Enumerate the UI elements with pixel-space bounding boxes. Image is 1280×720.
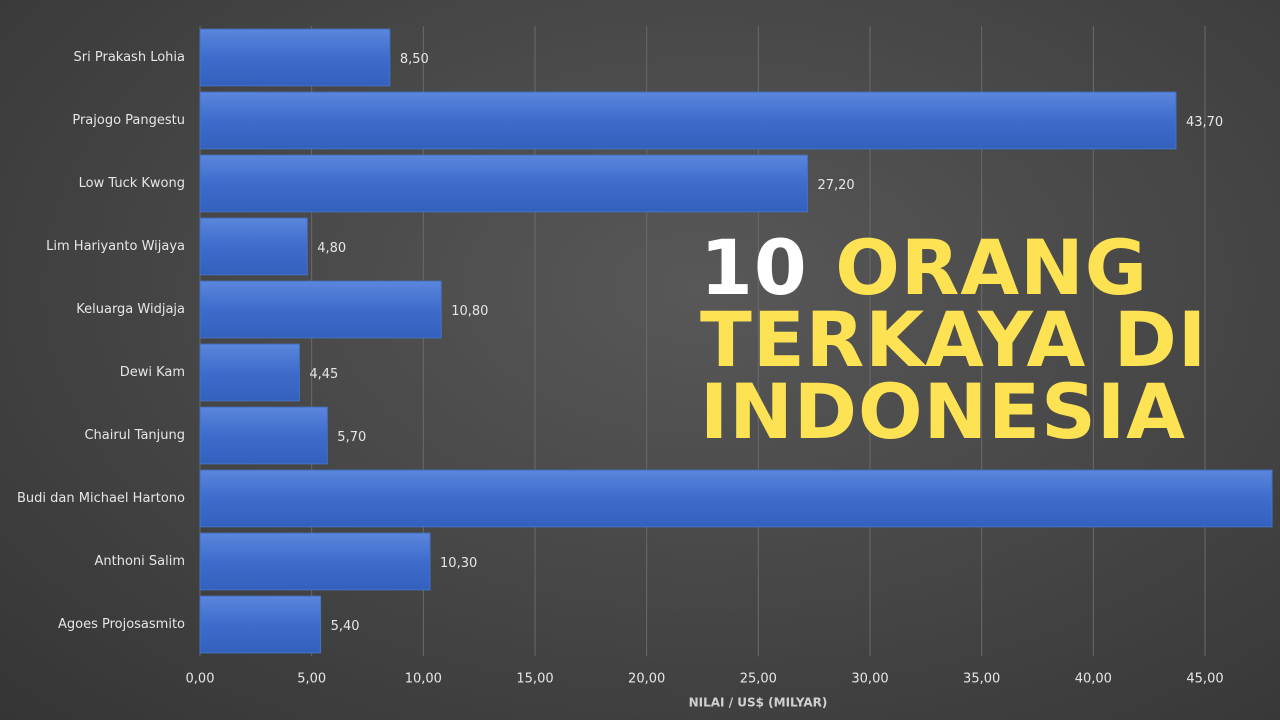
y-tick-label: Sri Prakash Lohia xyxy=(74,50,185,65)
x-tick-label: 20,00 xyxy=(628,672,665,687)
x-tick-label: 10,00 xyxy=(405,672,442,687)
value-label: 4,80 xyxy=(317,241,346,256)
bar xyxy=(199,217,308,276)
x-tick-label: 0,00 xyxy=(186,672,215,687)
x-tick-label: 15,00 xyxy=(516,672,553,687)
y-tick-label: Lim Hariyanto Wijaya xyxy=(46,239,185,254)
value-label: 10,80 xyxy=(451,304,488,319)
bar xyxy=(199,532,431,591)
chart-title: 10 ORANG TERKAYA DI INDONESIA xyxy=(700,230,1270,450)
bar xyxy=(199,406,328,465)
bar xyxy=(199,595,322,654)
bar xyxy=(199,280,442,339)
bar xyxy=(199,91,1177,150)
title-number: 10 xyxy=(700,223,808,312)
value-label: 27,20 xyxy=(817,178,854,193)
y-tick-label: Chairul Tanjung xyxy=(84,428,185,443)
y-tick-label: Agoes Projosasmito xyxy=(58,617,185,632)
value-label: 10,30 xyxy=(440,556,477,571)
x-tick-label: 30,00 xyxy=(851,672,888,687)
value-label: 4,45 xyxy=(309,367,338,382)
x-tick-label: 45,00 xyxy=(1186,672,1223,687)
value-label: 43,70 xyxy=(1186,115,1223,130)
y-tick-label: Anthoni Salim xyxy=(94,554,185,569)
value-label: 8,50 xyxy=(400,52,429,67)
x-tick-label: 35,00 xyxy=(963,672,1000,687)
y-tick-label: Keluarga Widjaja xyxy=(76,302,185,317)
x-tick-label: 40,00 xyxy=(1075,672,1112,687)
y-tick-label: Prajogo Pangestu xyxy=(72,113,185,128)
bar xyxy=(199,469,1273,528)
y-tick-label: Low Tuck Kwong xyxy=(79,176,185,191)
title-text: ORANG TERKAYA DI INDONESIA xyxy=(700,223,1208,456)
x-tick-label: 5,00 xyxy=(297,672,326,687)
y-tick-label: Dewi Kam xyxy=(120,365,185,380)
x-axis-label: NILAI / US$ (MILYAR) xyxy=(689,696,828,710)
value-label: 5,70 xyxy=(337,430,366,445)
bar xyxy=(199,343,300,402)
y-tick-label: Budi dan Michael Hartono xyxy=(17,491,185,506)
bar xyxy=(199,154,808,213)
bar xyxy=(199,28,391,87)
value-label: 5,40 xyxy=(331,619,360,634)
x-tick-label: 25,00 xyxy=(740,672,777,687)
